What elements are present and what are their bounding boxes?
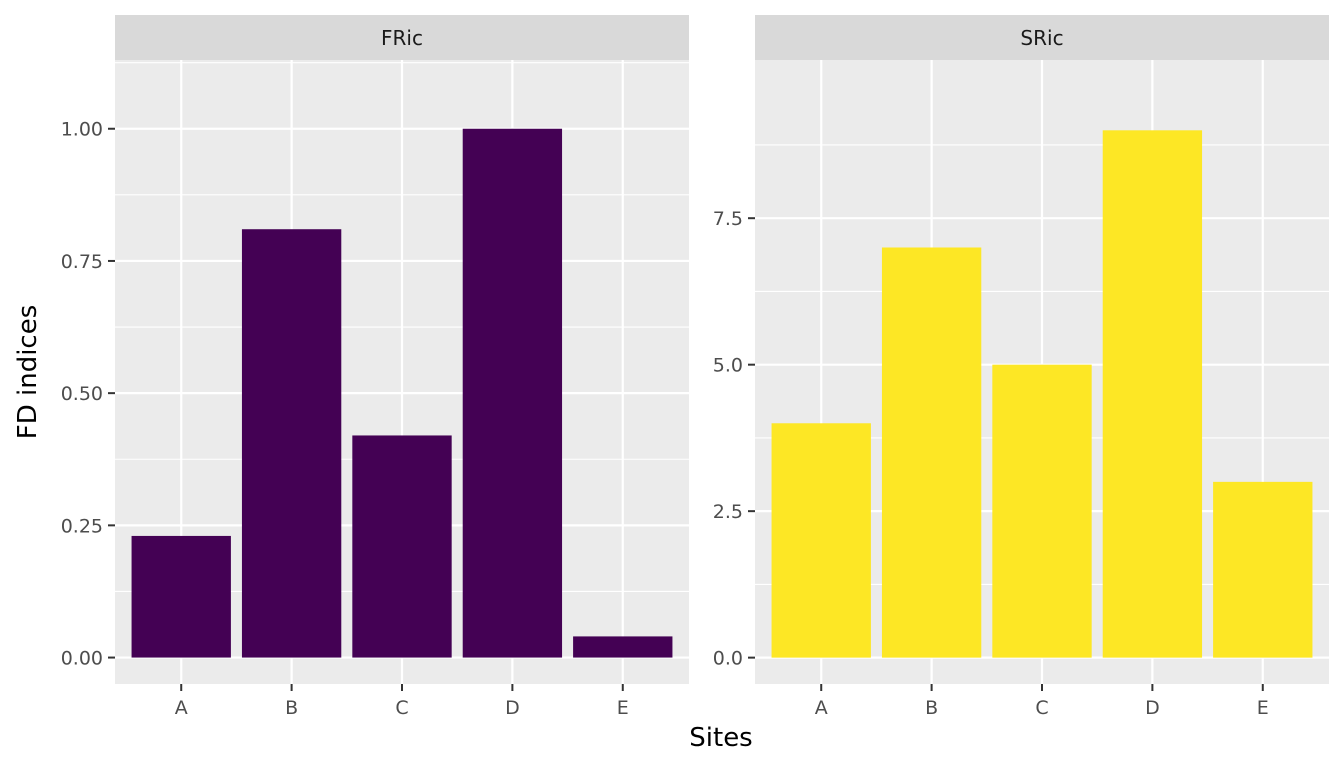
bar-c: [352, 435, 452, 658]
facet-fric: FRic 0.00 0.25 0.50 0.75 1.00 A B C D E: [61, 15, 689, 719]
bar-d: [462, 128, 563, 658]
bar-c: [992, 364, 1092, 658]
y-tick-label: 0.50: [61, 383, 103, 405]
x-tick-label: A: [175, 697, 188, 719]
y-tick-label: 0.75: [61, 251, 103, 273]
x-tick-label: C: [1035, 697, 1048, 719]
y-tick-label: 1.00: [61, 119, 103, 141]
x-tick-label: A: [815, 697, 828, 719]
bar-a: [771, 423, 871, 658]
facet-strip: [115, 15, 689, 60]
x-tick-label: C: [395, 697, 408, 719]
facet-strip-label: FRic: [381, 26, 423, 50]
bar-a: [131, 535, 231, 658]
x-tick-label: D: [1145, 697, 1160, 719]
facet-sric: SRic 0.0 2.5 5.0 7.5 A B C D E: [713, 15, 1329, 719]
x-tick-label: D: [505, 697, 520, 719]
x-tick-label: E: [1257, 697, 1269, 719]
x-tick-label: B: [925, 697, 938, 719]
bar-b: [881, 247, 982, 658]
bar-e: [1213, 481, 1313, 658]
y-tick-label: 0.25: [61, 515, 103, 537]
x-tick-label: E: [617, 697, 629, 719]
x-tick-label: B: [285, 697, 298, 719]
facet-strip-label: SRic: [1020, 26, 1063, 50]
y-axis-title: FD indices: [13, 305, 43, 440]
y-tick-label: 0.00: [61, 648, 103, 670]
y-tick-label: 2.5: [713, 501, 743, 523]
facet-strip: [755, 15, 1329, 60]
x-axis-title: Sites: [689, 723, 752, 753]
bar-b: [241, 229, 342, 658]
bar-d: [1102, 130, 1203, 658]
y-tick-label: 7.5: [713, 208, 743, 230]
y-tick-label: 0.0: [713, 648, 743, 670]
y-tick-label: 5.0: [713, 355, 743, 377]
bar-e: [573, 636, 673, 658]
facet-panels: FRic 0.00 0.25 0.50 0.75 1.00 A B C D E SRic 0.0 2.5 5…: [61, 15, 1329, 719]
